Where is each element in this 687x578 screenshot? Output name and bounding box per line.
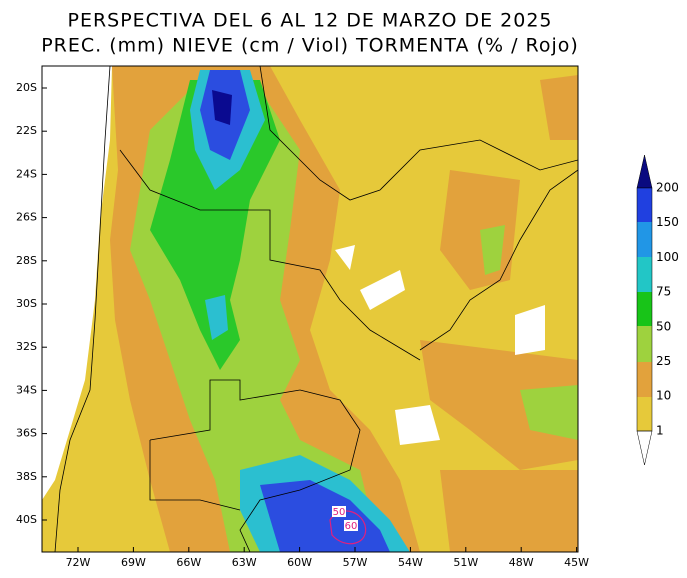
- legend-label: 200: [656, 181, 679, 195]
- lat-label: 38S: [16, 470, 37, 483]
- lon-label: 57W: [343, 556, 368, 569]
- storm-label: 60: [345, 521, 358, 532]
- legend-label: 50: [656, 319, 671, 333]
- lat-label: 34S: [16, 383, 37, 396]
- color-legend: 200 150 100 75 50 25 10 1: [636, 154, 679, 466]
- precip-field: [42, 66, 578, 552]
- annotation-box: [344, 520, 358, 531]
- subtitle: PREC. (mm) NIEVE (cm / Viol) TORMENTA (%…: [41, 35, 579, 57]
- lat-label: 30S: [16, 297, 37, 310]
- title: PERSPECTIVA DEL 6 AL 12 DE MARZO DE 2025: [67, 10, 552, 32]
- lat-label: 20S: [16, 81, 37, 94]
- legend-label: 75: [656, 285, 671, 299]
- legend-label: 100: [656, 250, 679, 264]
- legend-label: 1: [656, 423, 664, 437]
- storm-label: 50: [333, 507, 346, 518]
- lat-label: 22S: [16, 124, 37, 137]
- lat-label: 28S: [16, 254, 37, 267]
- lon-label: 51W: [453, 556, 478, 569]
- legend-label: 150: [656, 215, 679, 229]
- map-frame: [41, 65, 579, 553]
- lat-label: 24S: [16, 167, 37, 180]
- annotation-box: [332, 506, 346, 517]
- lon-label: 54W: [398, 556, 423, 569]
- lon-label: 69W: [121, 556, 146, 569]
- legend-label: 10: [656, 389, 671, 403]
- lon-label: 60W: [287, 556, 312, 569]
- legend-label: 25: [656, 354, 671, 368]
- axes: 20S 22S 24S 26S 28S 30S 32S 34S 36S 38S 40S 72W 69W 6…: [16, 81, 589, 569]
- lat-label: 32S: [16, 340, 37, 353]
- lon-label: 72W: [66, 556, 91, 569]
- lat-label: 36S: [16, 427, 37, 440]
- lat-label: 40S: [16, 513, 37, 526]
- lon-label: 66W: [176, 556, 201, 569]
- lon-label: 63W: [232, 556, 257, 569]
- lon-label: 48W: [509, 556, 534, 569]
- lat-label: 26S: [16, 211, 37, 224]
- lon-label: 45W: [564, 556, 589, 569]
